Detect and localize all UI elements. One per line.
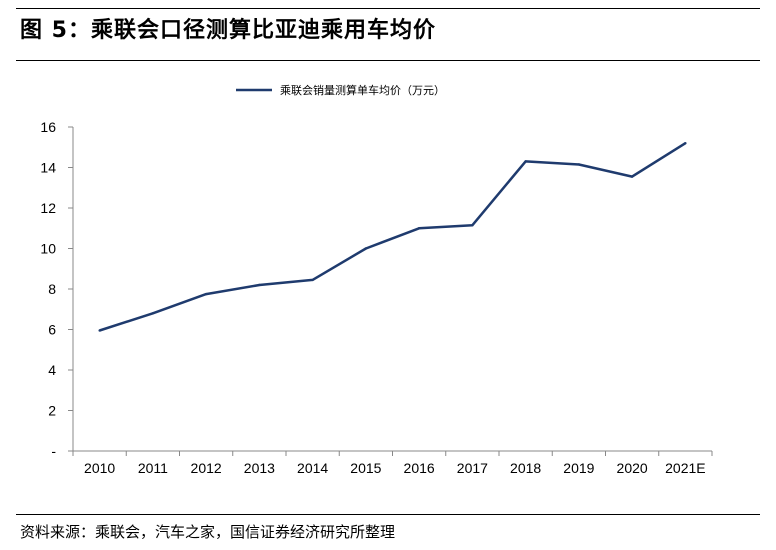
y-tick-label: 8	[48, 281, 56, 297]
top-rule	[16, 8, 760, 9]
source-note: 资料来源：乘联会，汽车之家，国信证券经济研究所整理	[20, 523, 396, 541]
data-point	[364, 247, 368, 250]
x-tick-label: 2015	[350, 460, 381, 476]
data-point	[417, 227, 421, 230]
bottom-rule	[16, 514, 760, 515]
data-point	[311, 278, 314, 282]
x-tick-label: 2017	[457, 460, 488, 476]
data-point	[630, 175, 634, 178]
x-tick-label: 2016	[404, 460, 435, 476]
data-point	[524, 160, 527, 163]
y-tick-label: 6	[48, 322, 56, 338]
tick-labels: - 2 4 6 8 10 12 14 16 2010 2011 2012 2013 2014 2015 201…	[40, 119, 705, 476]
series-line	[99, 142, 687, 332]
x-tick-label: 2018	[510, 460, 541, 476]
data-point	[98, 329, 101, 332]
x-tick-label: 2020	[617, 460, 648, 476]
x-tick-label: 2010	[84, 460, 115, 476]
data-point	[471, 224, 474, 227]
data-point	[258, 283, 261, 287]
legend-label: 乘联会销量测算单车均价（万元）	[280, 83, 445, 97]
legend: 乘联会销量测算单车均价（万元）	[236, 83, 445, 97]
line-chart: 乘联会销量测算单车均价（万元） - 2 4 6 8 10 12 14 16 2010 2011 201…	[40, 83, 713, 476]
y-tick-label: 14	[40, 160, 56, 176]
y-tick-label: 12	[40, 200, 56, 216]
title-rule	[16, 60, 760, 61]
data-point	[577, 163, 581, 166]
y-tick-label: -	[51, 443, 56, 459]
y-tick-label: 16	[40, 119, 56, 135]
data-point	[151, 312, 155, 315]
x-tick-label: 2011	[138, 460, 168, 476]
x-tick-label: 2012	[191, 460, 222, 476]
x-tick-label: 2014	[297, 460, 328, 476]
x-tick-label: 2013	[244, 460, 275, 476]
y-tick-label: 4	[48, 362, 56, 378]
data-point	[684, 142, 687, 145]
y-tick-label: 2	[48, 403, 56, 419]
x-tick-label: 2019	[563, 460, 594, 476]
figure-title: 图 5：乘联会口径测算比亚迪乘用车均价	[20, 18, 436, 43]
x-tick-label: 2021E	[665, 460, 705, 476]
y-tick-label: 10	[40, 241, 56, 257]
data-point	[204, 292, 208, 296]
series-layer	[98, 142, 687, 332]
axes	[68, 126, 713, 456]
